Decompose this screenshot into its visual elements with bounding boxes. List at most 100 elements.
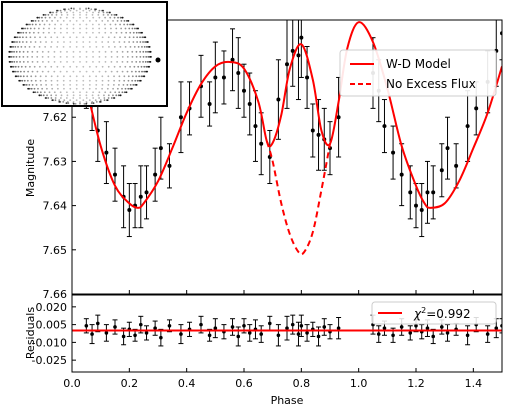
star-surface-dot: [31, 50, 34, 53]
star-surface-dot: [50, 41, 53, 43]
star-surface-dot: [114, 91, 117, 94]
star-surface-dot: [137, 65, 140, 68]
chi-value: 0.992: [436, 307, 470, 321]
star-surface-dot: [146, 70, 149, 73]
x-tick-label: 1.0: [350, 377, 368, 390]
star-surface-dot: [38, 45, 41, 48]
star-surface-dot: [75, 83, 78, 86]
residuals-y-axis-label: Residuals: [24, 307, 37, 359]
star-surface-dot: [47, 97, 50, 99]
star-surface-dot: [139, 36, 141, 39]
star-surface-dot: [140, 65, 143, 68]
star-surface-dot: [79, 60, 81, 63]
observation-point: [439, 168, 444, 173]
residual-point: [242, 324, 246, 328]
observation-point: [408, 190, 413, 195]
star-surface-dot: [22, 27, 25, 30]
star-surface-dot: [137, 27, 140, 30]
residuals-y-tick-label: -0.010: [32, 336, 67, 349]
legend-label-no-excess-flux: No Excess Flux: [386, 77, 476, 91]
star-surface-dot: [102, 13, 105, 16]
star-surface-dot: [24, 45, 27, 48]
star-surface-dot: [98, 60, 101, 63]
star-surface-dot: [82, 87, 85, 90]
star-surface-dot: [85, 70, 88, 73]
star-surface-dot: [125, 91, 128, 94]
star-surface-dot: [109, 11, 111, 14]
star-surface-dot: [128, 41, 131, 43]
star-surface-dot: [37, 31, 40, 34]
star-surface-dot: [69, 45, 71, 48]
star-surface-dot: [66, 70, 68, 73]
observation-point: [399, 172, 404, 177]
star-surface-dot: [85, 27, 88, 30]
residuals-y-tick-label: -0.025: [32, 354, 67, 367]
star-surface-dot: [133, 45, 136, 48]
star-surface-dot: [118, 75, 121, 78]
star-surface-dot: [114, 23, 117, 26]
star-surface-dot: [146, 60, 149, 63]
star-surface-dot: [41, 55, 44, 58]
star-surface-dot: [63, 41, 65, 43]
star-surface-dot: [95, 83, 98, 86]
star-surface-dot: [66, 11, 68, 14]
star-surface-dot: [124, 45, 127, 48]
star-surface-dot: [92, 102, 95, 105]
star-surface-dot: [13, 50, 15, 53]
star-surface-dot: [79, 94, 81, 97]
residual-point: [336, 326, 341, 330]
star-surface-dot: [136, 41, 139, 43]
residual-point: [494, 326, 499, 330]
star-surface-dot: [101, 36, 104, 39]
star-surface-dot: [47, 70, 50, 73]
star-surface-dot: [34, 36, 36, 39]
star-surface-dot: [54, 23, 56, 26]
star-surface-dot: [34, 75, 37, 78]
star-surface-dot: [27, 23, 29, 26]
star-surface-dot: [82, 79, 85, 82]
star-surface-dot: [139, 50, 142, 53]
star-surface-dot: [149, 50, 152, 53]
chi-equals: =: [426, 307, 436, 321]
x-tick-label: 0.4: [178, 377, 196, 390]
star-surface-dot: [98, 23, 100, 26]
star-surface-dot: [129, 87, 132, 90]
main-y-axis-label: Magnitude: [24, 139, 37, 198]
star-surface-dot: [136, 79, 139, 82]
residual-point: [305, 331, 309, 335]
star-surface-dot: [121, 16, 124, 19]
observation-point: [414, 203, 418, 208]
star-surface-dot: [95, 20, 98, 22]
star-surface-dot: [72, 50, 75, 53]
residual-point: [445, 331, 450, 335]
observation-point: [221, 75, 226, 80]
observation-point: [230, 57, 235, 62]
observation-point: [167, 163, 172, 168]
star-surface-dot: [138, 70, 141, 73]
star-surface-dot: [126, 55, 129, 58]
star-surface-dot: [48, 27, 50, 30]
star-surface-dot: [95, 8, 97, 11]
star-surface-dot: [45, 75, 47, 78]
star-surface-dot: [110, 13, 113, 16]
star-surface-dot: [141, 36, 144, 39]
star-surface-dot: [143, 45, 146, 48]
star-surface-dot: [95, 36, 98, 39]
star-surface-dot: [121, 87, 123, 90]
star-surface-dot: [138, 31, 140, 34]
star-surface-dot: [75, 79, 78, 82]
star-surface-dot: [36, 70, 39, 73]
star-surface-dot: [72, 16, 75, 19]
star-surface-dot: [121, 50, 124, 53]
residual-point: [391, 333, 395, 338]
star-surface-dot: [66, 60, 68, 63]
star-surface-dot: [33, 65, 36, 68]
residual-point: [104, 331, 109, 335]
star-surface-dot: [110, 55, 113, 58]
star-surface-dot: [123, 41, 126, 43]
star-surface-dot: [148, 65, 151, 68]
x-tick-label: 1.2: [407, 377, 425, 390]
residual-point: [316, 334, 321, 339]
star-surface-dot: [82, 9, 85, 12]
star-surface-dot: [56, 79, 59, 82]
